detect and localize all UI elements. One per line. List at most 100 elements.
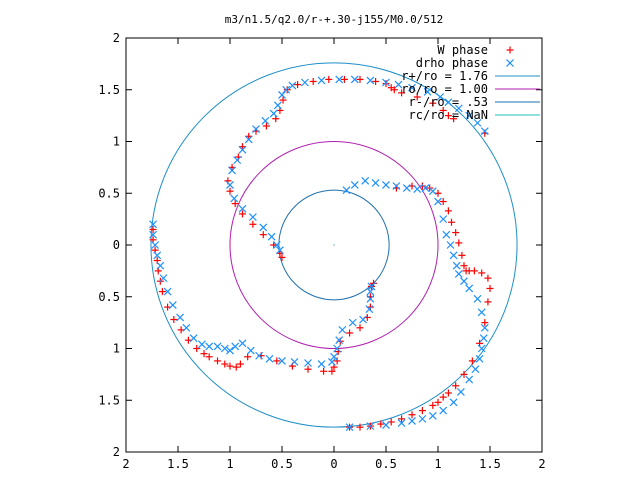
drho-phase-point (439, 406, 448, 415)
drho-phase-point (290, 358, 299, 366)
drho-phase-point (300, 78, 309, 87)
y-tick-label: 2 (113, 31, 120, 45)
w-phase-point (390, 86, 398, 94)
drho-phase-point (473, 294, 482, 303)
drho-phase-point-d2 (350, 181, 359, 189)
drho-phase-point (421, 184, 430, 192)
x-tick-label: 0.5 (271, 457, 293, 471)
drho-phase-point (273, 101, 282, 110)
drho-phase-point (230, 194, 239, 203)
drho-phase-point-d2 (273, 101, 282, 110)
drho-phase-point-d2 (413, 185, 422, 194)
w-phase-point (460, 370, 468, 378)
axis-ticks: 2 1.5 1 0.5 0 0.5 1 1.5 221.510.500.511.52 (98, 31, 545, 471)
drho-phase-point-d2 (366, 287, 375, 296)
legend-label: rc/ro = NaN (409, 108, 488, 122)
w-phase-point (398, 89, 406, 97)
drho-phase-point-d2 (338, 325, 347, 334)
y-tick-label: 0.5 (98, 186, 120, 200)
w-phase-point (444, 112, 452, 120)
drho-phase-point-d2 (230, 194, 239, 203)
drho-phase-point (261, 116, 270, 125)
w-phase-point (294, 81, 302, 89)
drho-phase-point (197, 340, 206, 349)
legend-label: r+/ro = 1.76 (401, 69, 488, 83)
drho-phase-point (278, 91, 286, 99)
drho-phase-point-d2 (465, 284, 474, 293)
drho-phase-point (473, 118, 482, 127)
drho-phase-point (149, 220, 157, 229)
circle-r-ring (150, 62, 518, 428)
drho-phase-point-d2 (153, 251, 162, 260)
drho-phase-point (220, 344, 229, 353)
w-phase-point (205, 353, 213, 361)
drho-phase-point-d2 (449, 398, 458, 407)
drho-phase-point-d2 (226, 346, 234, 355)
drho-phase-point-d2 (480, 323, 489, 332)
w-phase-point (236, 360, 244, 368)
drho-phase-point-d2 (456, 388, 465, 396)
w-phase-point (356, 75, 364, 83)
drho-phase-point (327, 358, 336, 366)
w-phase-point (232, 363, 240, 371)
drho-phase-point-d2 (434, 197, 442, 206)
drho-phase-point-d2 (265, 354, 274, 363)
drho-phase-point (335, 336, 344, 345)
drho-phase-point (159, 274, 168, 283)
drho-phase-point-d2 (220, 344, 229, 353)
drho-phase-point (278, 356, 286, 365)
drho-phase-point-d2 (408, 83, 416, 92)
drho-phase-point (442, 230, 451, 239)
drho-phase-point-d2 (371, 178, 380, 187)
drho-phase-point-d2 (366, 76, 375, 85)
drho-phase-point-d2 (439, 406, 448, 415)
drho-phase-point (153, 251, 162, 260)
legend-marker-d2 (506, 59, 514, 67)
x-tick-label: 0 (330, 457, 337, 471)
w-phase-point (460, 262, 468, 270)
w-phase-point (439, 393, 447, 401)
drho-phase-point (149, 230, 157, 239)
drho-phase-point (361, 176, 370, 185)
w-phase-point (273, 357, 281, 365)
drho-phase-point (182, 323, 191, 332)
drho-phase-point (333, 344, 342, 353)
drho-phase-point (408, 417, 416, 425)
drho-phase-point (471, 365, 480, 374)
drho-phase-point (460, 277, 468, 286)
drho-phase-point-d2 (446, 241, 455, 249)
drho-phase-point-d2 (300, 78, 309, 87)
w-phase-point (325, 75, 333, 83)
drho-phase-point-d2 (252, 125, 260, 134)
drho-phase-point-d2 (238, 204, 247, 213)
w-phase-point (377, 420, 385, 428)
drho-phase-point-d2 (335, 75, 344, 84)
w-phase-point (356, 324, 364, 332)
drho-phase-point-d2 (317, 360, 326, 368)
drho-phase-point-d2 (282, 85, 291, 94)
drho-phase-point-d2 (382, 78, 390, 87)
w-phase-point (356, 423, 364, 431)
w-phase-point (408, 411, 416, 419)
w-phase-point (279, 96, 287, 104)
legend-marker (506, 46, 514, 54)
w-phase-point (372, 77, 380, 85)
drho-phase-point-d2 (449, 251, 458, 260)
w-phase-point (238, 210, 246, 218)
drho-phase-point-d2 (228, 166, 237, 175)
drho-phase-point-d2 (460, 277, 468, 286)
drho-phase-point-d2 (182, 323, 191, 332)
drho-phase-point-d2 (213, 342, 222, 351)
drho-phase-point-d2 (269, 109, 278, 118)
drho-phase-point-d2 (151, 241, 160, 249)
drho-phase-point (428, 187, 437, 196)
drho-phase-point-d2 (402, 184, 411, 192)
drho-phase-point-d2 (233, 156, 242, 165)
w-phase-point (249, 220, 257, 228)
w-phase-point (149, 225, 157, 233)
drho-phase-point-d2 (345, 423, 354, 432)
drho-phase-point (480, 127, 489, 136)
w-phase-point (439, 106, 447, 114)
drho-phase-point (366, 294, 375, 303)
drho-phase-point (248, 213, 257, 221)
